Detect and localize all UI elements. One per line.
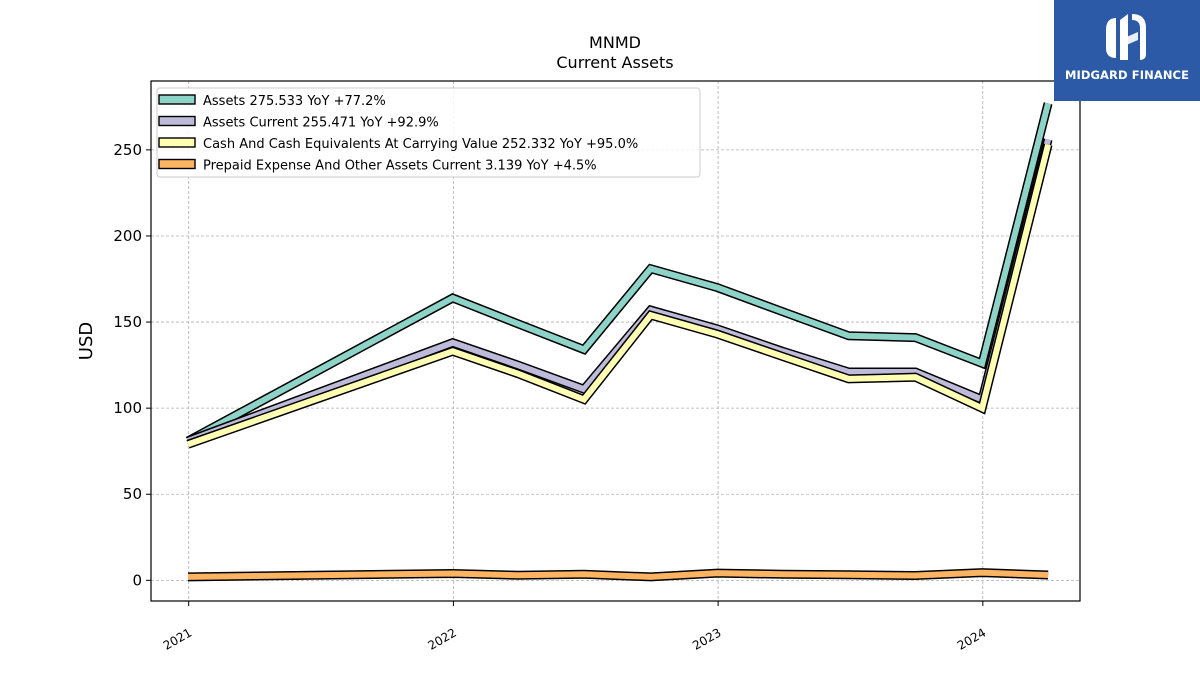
- series-line: [186, 102, 1052, 444]
- y-tick-label: 50: [123, 485, 142, 503]
- legend-label: Prepaid Expense And Other Assets Current…: [203, 159, 597, 174]
- x-axis: 2021 2022 2023 2024: [161, 601, 988, 653]
- plot-frame: [150, 80, 1081, 602]
- x-tick-label: 2022: [425, 625, 458, 652]
- y-tick-label: 250: [113, 141, 142, 159]
- y-tick-label: 200: [113, 227, 142, 245]
- y-tick-label: 150: [113, 313, 142, 331]
- x-tick-label: 2021: [161, 625, 194, 652]
- legend-label: Cash And Cash Equivalents At Carrying Va…: [203, 137, 638, 152]
- legend-swatch: [158, 137, 196, 148]
- x-tick-label: 2023: [690, 625, 723, 652]
- series-line: [187, 143, 1052, 448]
- y-tick-label: 0: [132, 571, 142, 589]
- x-tick-label: 2024: [955, 625, 988, 652]
- series-group: [186, 143, 1053, 449]
- y-tick-label: 100: [113, 399, 142, 417]
- brand-logo: MIDGARD FINANCE: [1054, 0, 1200, 101]
- legend-label: Assets 275.533 YoY +77.2%: [203, 94, 386, 109]
- logo-mark-icon: [1106, 14, 1146, 60]
- y-axis-label: USD: [76, 322, 97, 360]
- series-group: [186, 138, 1053, 446]
- series-group: [187, 568, 1049, 582]
- legend-swatch: [158, 115, 196, 127]
- series-line: [186, 138, 1052, 444]
- legend: Assets 275.533 YoY +77.2% Assets Current …: [156, 87, 701, 178]
- brand-name: MIDGARD FINANCE: [1064, 68, 1190, 82]
- y-axis: 0 50 100 150 200 250: [113, 141, 151, 589]
- legend-swatch: [158, 94, 196, 105]
- legend-label: Assets Current 255.471 YoY +92.9%: [203, 116, 439, 131]
- chart-subtitle: Current Assets: [556, 53, 673, 72]
- legend-box: [156, 87, 701, 178]
- series-group: [185, 102, 1053, 445]
- legend-swatch: [158, 158, 196, 170]
- series-lines: [185, 102, 1053, 582]
- chart-title: MNMD: [589, 33, 641, 52]
- series-line: [187, 569, 1049, 580]
